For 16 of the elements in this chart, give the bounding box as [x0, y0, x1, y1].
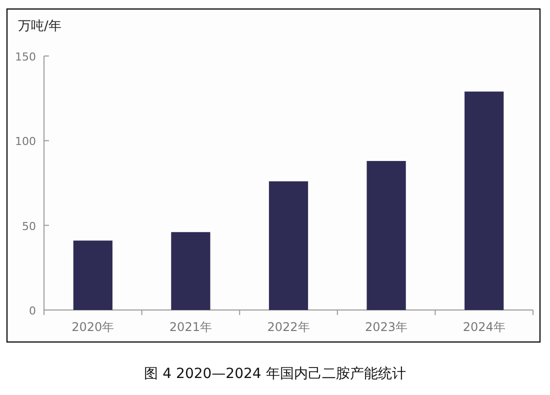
x-tick-label: 2024年 [462, 320, 506, 334]
x-tick-label: 2021年 [169, 320, 212, 334]
bar [73, 240, 112, 310]
y-tick-label: 50 [22, 220, 36, 233]
y-axis-title: 万吨/年 [18, 19, 62, 34]
x-tick-label: 2020年 [72, 320, 114, 334]
bar [464, 92, 504, 310]
y-tick-label: 0 [29, 304, 36, 318]
x-tick-label: 2022年 [267, 320, 310, 334]
bar [171, 232, 210, 310]
y-tick-label: 150 [15, 50, 36, 64]
text: 图 4 2020—2024 年国内己二胺产能统计 [144, 366, 406, 382]
x-tick-label: 2023年 [365, 320, 408, 334]
bar [366, 160, 406, 310]
y-tick-label: 100 [15, 135, 36, 148]
bar [268, 181, 308, 310]
